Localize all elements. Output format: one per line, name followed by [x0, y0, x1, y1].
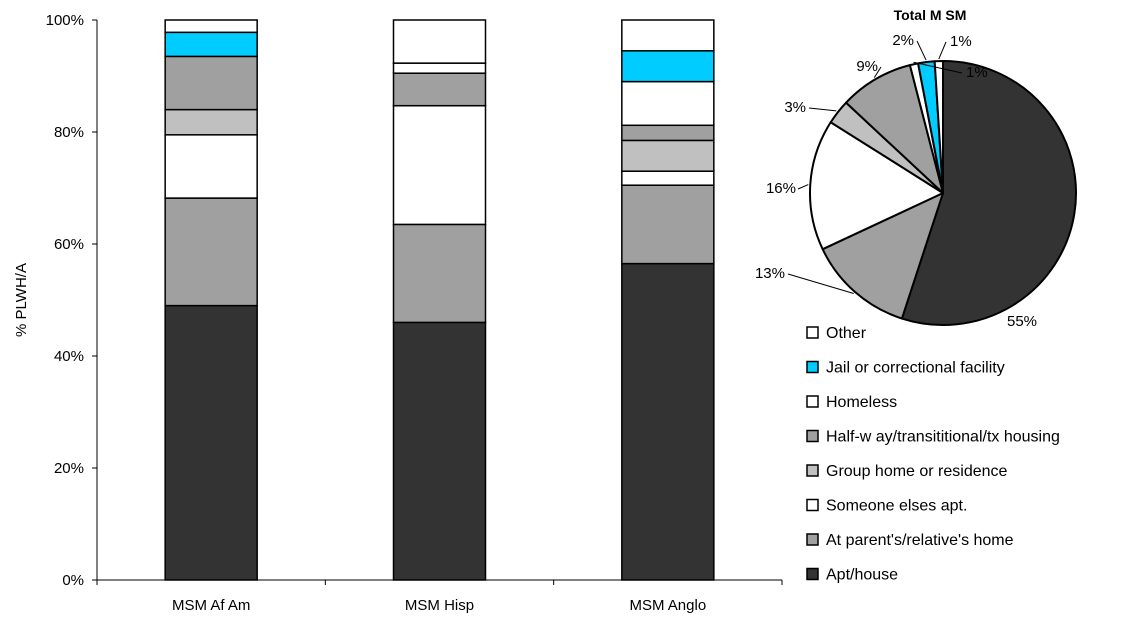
- bar-segment: [164, 304, 258, 581]
- legend-swatch: [806, 464, 819, 477]
- bar-segment: [621, 184, 715, 265]
- pie-slice-label: 9%: [856, 58, 878, 75]
- pie-slice: [821, 192, 944, 320]
- x-category-label: MSM Af Am: [172, 597, 250, 614]
- pie-slice-label: 13%: [755, 265, 785, 282]
- legend-swatch: [806, 567, 819, 581]
- pie-slices: [809, 60, 1077, 326]
- pie-leader-line: [808, 107, 837, 112]
- bar-segment: [164, 197, 258, 307]
- pie-leader-line: [787, 273, 854, 294]
- legend-label: Jail or correctional facility: [826, 360, 1005, 377]
- pie-slice-label: 1%: [950, 33, 972, 50]
- bar-segment: [621, 19, 715, 52]
- legend-swatch: [806, 533, 819, 546]
- pie-slice: [809, 121, 944, 251]
- bar-segment: [621, 124, 715, 142]
- y-tick-label: 40%: [54, 348, 84, 365]
- bars: [164, 19, 715, 581]
- pie-labels: 55% 13% 16% 3% 9% 1% 2% 1%: [755, 32, 1037, 330]
- legend-swatch: [806, 429, 819, 443]
- pie-title: Total M SM: [894, 7, 967, 23]
- pie-leader-line: [916, 40, 927, 61]
- pie-chart: Total M SM 55% 13% 16% 3% 9% 1% 2% 1%: [755, 7, 1077, 330]
- legend-label: Other: [826, 325, 867, 342]
- pie-leader-line: [873, 66, 882, 78]
- y-tick-label: 80%: [54, 124, 84, 141]
- bar-segment: [621, 50, 715, 83]
- legend-swatch: [806, 326, 819, 339]
- y-tick-label: 100%: [46, 12, 84, 29]
- bar-segment: [621, 80, 715, 127]
- bar-segment: [621, 262, 715, 581]
- legend-swatch: [806, 360, 819, 374]
- pie-slice: [933, 60, 944, 194]
- bar-segment: [164, 55, 258, 111]
- y-tick-label: 60%: [54, 236, 84, 253]
- pie-leader-line: [938, 41, 947, 60]
- legend: Other Jail or correctional facility Homele…: [806, 325, 1060, 584]
- pie-slice-label: 3%: [784, 99, 806, 116]
- x-category-label: MSM Anglo: [629, 597, 706, 614]
- pie-leader-line: [913, 61, 963, 74]
- pie-slice-label: 16%: [766, 180, 796, 197]
- pie-slice-label: 1%: [966, 64, 988, 81]
- bar-segment: [164, 134, 258, 199]
- legend-swatch: [806, 395, 819, 408]
- bar-segment: [164, 31, 258, 58]
- bar-segment: [621, 170, 715, 186]
- y-axis-title: % PLWH/A: [13, 263, 30, 337]
- bar-segment: [392, 19, 487, 64]
- bar-segment: [621, 139, 715, 172]
- bar-segment: [392, 62, 487, 74]
- x-ticks: MSM Af Am MSM Hisp MSM Anglo: [96, 580, 783, 614]
- legend-label: Group home or residence: [826, 463, 1008, 480]
- y-tick-label: 0%: [62, 572, 84, 589]
- legend-label: Apt/house: [826, 567, 898, 584]
- pie-slice-label: 2%: [892, 32, 914, 49]
- legend-label: Homeless: [826, 394, 897, 411]
- legend-swatch: [806, 498, 819, 512]
- stacked-bar-chart: 0%20%40%60%80%100% MSM Af Am MSM Hisp MSM …: [13, 12, 783, 614]
- y-ticks: 0% 20% 40% 60% 80% 100%: [46, 12, 97, 589]
- legend-label: Half-w ay/transititional/tx housing: [826, 429, 1060, 446]
- bar-segment: [392, 72, 487, 107]
- pie-slice: [900, 60, 1077, 326]
- legend-label: At parent's/relative's home: [826, 532, 1014, 549]
- bar-segment: [392, 104, 487, 226]
- pie-slice-label: 55%: [1007, 313, 1037, 330]
- bar-segment: [392, 321, 487, 581]
- x-category-label: MSM Hisp: [405, 597, 474, 614]
- legend-label: Someone elses apt.: [826, 498, 967, 515]
- bar-segment: [164, 108, 258, 136]
- y-tick-label: 20%: [54, 460, 84, 477]
- bar-segment: [164, 19, 258, 34]
- bar-segment: [392, 223, 487, 324]
- pie-leader-line: [797, 184, 809, 190]
